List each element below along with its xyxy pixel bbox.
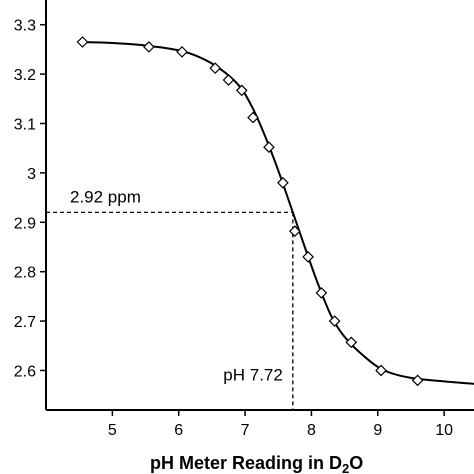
axes [45,0,474,411]
data-point [209,62,222,75]
x-axis-title-subscript: 2 [342,461,349,474]
y-axis-ticks: 2.6 2.7 2.8 2.9 3 3.1 3.2 3.3 [14,18,46,380]
data-point [375,364,387,377]
x-tick-label: 7 [241,422,250,439]
y-tick-label: 3.1 [14,116,36,133]
x-axis-title-main: pH Meter Reading in D [150,453,342,473]
data-point [302,251,314,263]
data-point [288,225,301,238]
y-tick-label: 2.9 [14,215,36,232]
data-point [411,374,424,387]
data-markers [76,36,424,387]
data-point [176,46,188,58]
x-tick-label: 8 [307,422,316,439]
x-tick-label: 5 [108,422,117,439]
data-point [247,111,259,124]
guide-lines [46,211,294,410]
x-axis-title: pH Meter Reading in D2O [150,453,363,474]
data-point [328,315,341,327]
y-tick-label: 3.3 [14,18,36,35]
data-point [315,287,328,299]
y-tick-label: 2.6 [14,363,36,380]
data-point [222,74,235,86]
data-point [345,336,358,349]
data-point [143,41,155,53]
x-tick-label: 10 [435,422,453,439]
x-tick-label: 6 [174,422,183,439]
data-point [263,141,275,154]
ph-annotation: pH 7.72 [223,365,283,384]
y-tick-label: 3.2 [14,67,36,84]
data-point [277,176,289,189]
data-point [235,84,248,97]
x-axis-title-tail: O [349,453,363,473]
y-tick-label: 2.7 [14,314,36,331]
y-tick-label: 2.8 [14,265,36,282]
x-axis-ticks: 5 6 7 8 9 10 [108,410,453,439]
y-tick-label: 3 [27,166,36,183]
data-point [76,36,89,48]
ppm-annotation: 2.92 ppm [70,187,141,206]
x-tick-label: 9 [373,422,382,439]
